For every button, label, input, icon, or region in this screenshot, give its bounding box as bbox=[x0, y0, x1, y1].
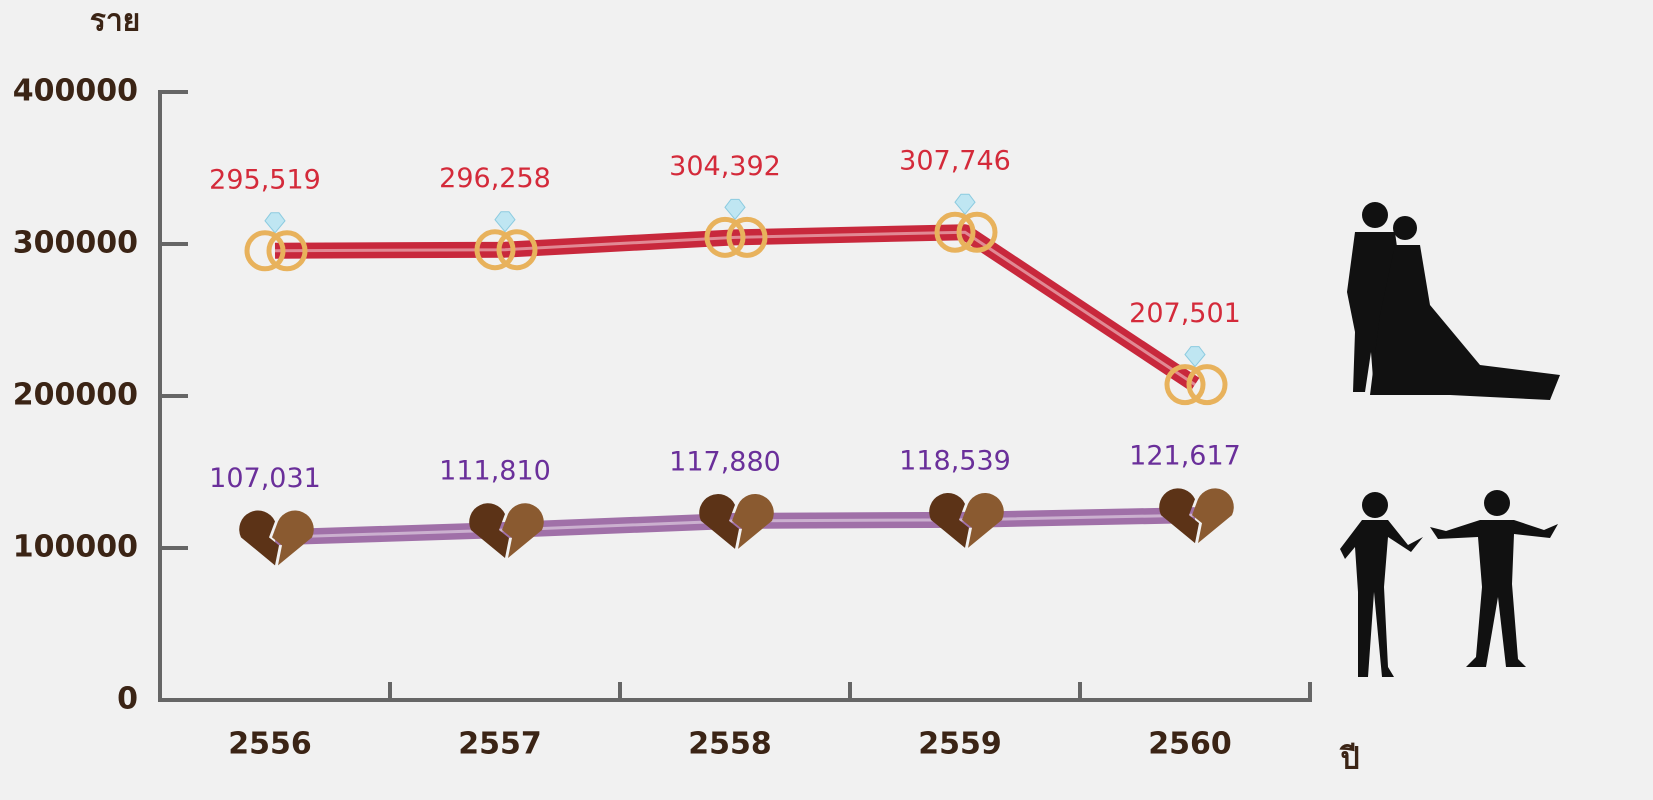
x-tick-label: 2556 bbox=[228, 727, 312, 762]
x-tick-label: 2559 bbox=[918, 727, 1002, 762]
value-label: 295,519 bbox=[209, 164, 321, 195]
page: {"chart_data": {"type": "line", "y_label… bbox=[0, 0, 1653, 800]
diamond bbox=[265, 213, 285, 233]
value-label: 121,617 bbox=[1129, 441, 1241, 472]
heart-marker-2 bbox=[502, 503, 544, 558]
x-ticks bbox=[390, 682, 1310, 700]
value-label: 207,501 bbox=[1129, 298, 1241, 329]
heart-marker-2 bbox=[1192, 488, 1234, 543]
x-axis-label: ปี bbox=[1339, 742, 1360, 777]
value-label: 307,746 bbox=[899, 146, 1011, 177]
value-label: 111,810 bbox=[439, 456, 551, 487]
diamond bbox=[725, 199, 745, 219]
y-tick-label: 200000 bbox=[13, 378, 138, 413]
diamond bbox=[495, 212, 515, 232]
value-label: 304,392 bbox=[669, 151, 781, 182]
diamond bbox=[1185, 347, 1205, 367]
value-label: 118,539 bbox=[899, 445, 1011, 476]
value-label: 107,031 bbox=[209, 463, 321, 494]
diamond bbox=[955, 194, 975, 214]
x-tick-label: 2558 bbox=[688, 727, 772, 762]
y-tick-label: 0 bbox=[117, 682, 138, 717]
x-tick-label: 2560 bbox=[1148, 727, 1232, 762]
y-axis-label: ราย bbox=[90, 4, 141, 39]
y-tick-label: 100000 bbox=[13, 530, 138, 565]
heart-marker-2 bbox=[732, 494, 774, 549]
chart: ราย ปี 0 100000 200000 300000 400000 2556 2557… bbox=[0, 0, 1653, 800]
x-tick-label: 2557 bbox=[458, 727, 542, 762]
couple-silhouette bbox=[1347, 202, 1560, 400]
y-tick-label: 400000 bbox=[13, 74, 138, 109]
heart-marker-2 bbox=[272, 511, 314, 566]
divorce-silhouette bbox=[1340, 490, 1558, 677]
value-label: 296,258 bbox=[439, 163, 551, 194]
value-label: 117,880 bbox=[669, 446, 781, 477]
heart-marker-2 bbox=[962, 493, 1004, 548]
y-tick-label: 300000 bbox=[13, 226, 138, 261]
